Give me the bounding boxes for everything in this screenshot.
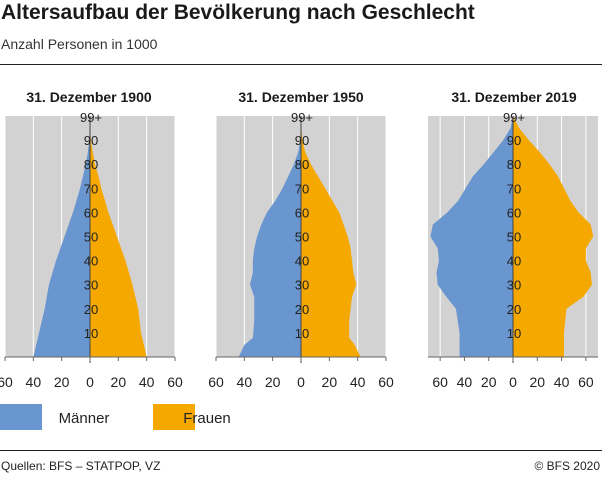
panel-title: 31. Dezember 1950 (238, 89, 364, 105)
legend-label: Männer (59, 410, 110, 427)
age-tick-label: 20 (84, 302, 98, 317)
age-tick-label: 60 (295, 205, 309, 220)
x-tick-label: 40 (457, 374, 473, 390)
series-area-maenner (238, 116, 301, 357)
x-tick-label: 20 (54, 374, 70, 390)
x-tick-label: 20 (322, 374, 338, 390)
age-tick-label: 30 (507, 278, 521, 293)
age-tick-label: 20 (295, 302, 309, 317)
age-tick-label: 99+ (80, 110, 102, 125)
x-tick-label: 60 (0, 374, 13, 390)
age-tick-label: 60 (84, 205, 98, 220)
age-tick-label: 30 (84, 278, 98, 293)
age-tick-label: 30 (295, 278, 309, 293)
age-tick-label: 90 (295, 133, 309, 148)
age-tick-label: 50 (507, 230, 521, 245)
source-note: Quellen: BFS – STATPOP, VZ (1, 459, 161, 473)
x-tick-label: 20 (111, 374, 127, 390)
legend: Männer Frauen (0, 404, 231, 430)
pyramid-panel-1: 31. Dezember 1900 10 20 30 40 50 60 70 80 90 99+ 60… (0, 89, 183, 390)
panel-title: 31. Dezember 2019 (451, 89, 577, 105)
footer-divider (0, 450, 602, 451)
x-tick-label: 20 (529, 374, 545, 390)
age-tick-label: 99+ (291, 110, 313, 125)
pyramid-panel-3: 31. Dezember 2019 10 20 30 40 50 60 70 80 90 99+ 60… (428, 89, 598, 390)
x-tick-label: 40 (26, 374, 42, 390)
x-tick-label: 0 (86, 374, 94, 390)
age-tick-label: 10 (84, 326, 98, 341)
age-tick-label: 80 (84, 157, 98, 172)
age-tick-label: 10 (295, 326, 309, 341)
x-tick-label: 0 (509, 374, 517, 390)
age-tick-label: 90 (84, 133, 98, 148)
age-tick-label: 40 (295, 254, 309, 269)
x-tick-label: 40 (237, 374, 253, 390)
header-divider (0, 64, 602, 65)
series-area-maenner (33, 116, 90, 357)
page-subtitle: Anzahl Personen in 1000 (1, 36, 158, 52)
age-tick-label: 50 (84, 230, 98, 245)
age-tick-label: 70 (84, 181, 98, 196)
x-tick-label: 60 (432, 374, 448, 390)
age-tick-label: 40 (84, 254, 98, 269)
panel-title: 31. Dezember 1900 (26, 89, 152, 105)
series-area-maenner (430, 116, 513, 357)
x-tick-label: 20 (265, 374, 281, 390)
copyright-note: © BFS 2020 (534, 459, 600, 473)
legend-swatch (0, 404, 42, 430)
age-tick-label: 99+ (503, 110, 525, 125)
x-tick-label: 40 (554, 374, 570, 390)
x-tick-label: 40 (139, 374, 155, 390)
x-tick-label: 60 (378, 374, 394, 390)
x-tick-label: 60 (167, 374, 183, 390)
x-tick-label: 60 (578, 374, 594, 390)
x-tick-label: 40 (350, 374, 366, 390)
population-pyramids: 31. Dezember 1900 10 20 30 40 50 60 70 80 90 99+ 60… (0, 89, 598, 430)
legend-swatch (153, 404, 195, 430)
series-area-frauen (90, 116, 147, 357)
age-tick-label: 40 (507, 254, 521, 269)
age-tick-label: 80 (507, 157, 521, 172)
pyramid-panel-2: 31. Dezember 1950 10 20 30 40 50 60 70 80 90 99+ 60… (208, 89, 394, 390)
x-tick-label: 60 (208, 374, 224, 390)
age-tick-label: 70 (295, 181, 309, 196)
age-tick-label: 70 (507, 181, 521, 196)
x-tick-label: 0 (297, 374, 305, 390)
age-tick-label: 10 (507, 326, 521, 341)
age-tick-label: 20 (507, 302, 521, 317)
series-area-frauen (301, 116, 361, 357)
age-tick-label: 60 (507, 205, 521, 220)
page-title: Altersaufbau der Bevölkerung nach Geschl… (1, 1, 475, 24)
x-tick-label: 20 (481, 374, 497, 390)
series-area-frauen (513, 116, 594, 357)
age-tick-label: 90 (507, 133, 521, 148)
age-tick-label: 80 (295, 157, 309, 172)
legend-label: Frauen (183, 410, 231, 427)
age-tick-label: 50 (295, 230, 309, 245)
